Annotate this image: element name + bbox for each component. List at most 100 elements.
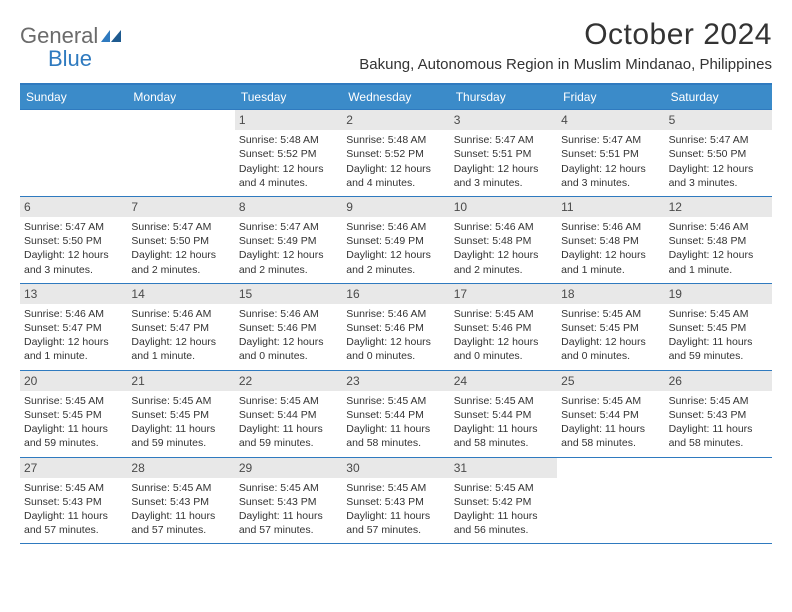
daylight-line: Daylight: 12 hours and 3 minutes. xyxy=(669,162,768,190)
day-cell: 8Sunrise: 5:47 AMSunset: 5:49 PMDaylight… xyxy=(235,197,342,283)
sunset-line: Sunset: 5:42 PM xyxy=(454,495,553,509)
day-of-week-header: Monday xyxy=(127,85,234,109)
sunrise-line: Sunrise: 5:45 AM xyxy=(24,481,123,495)
day-cell: 22Sunrise: 5:45 AMSunset: 5:44 PMDayligh… xyxy=(235,371,342,457)
sunset-line: Sunset: 5:45 PM xyxy=(131,408,230,422)
day-number: 23 xyxy=(342,371,449,391)
sunset-line: Sunset: 5:50 PM xyxy=(669,147,768,161)
day-cell xyxy=(127,110,234,196)
sunrise-line: Sunrise: 5:47 AM xyxy=(239,220,338,234)
daylight-line: Daylight: 11 hours and 59 minutes. xyxy=(669,335,768,363)
daylight-line: Daylight: 12 hours and 3 minutes. xyxy=(24,248,123,276)
day-cell: 27 Sunrise: 5:45 AMSunset: 5:43 PMDayligh… xyxy=(20,458,127,544)
day-cell: 6Sunrise: 5:47 AMSunset: 5:50 PMDaylight… xyxy=(20,197,127,283)
day-cell: 16Sunrise: 5:46 AMSunset: 5:46 PMDayligh… xyxy=(342,284,449,370)
day-of-week-header: Tuesday xyxy=(235,85,342,109)
sunset-line: Sunset: 5:49 PM xyxy=(239,234,338,248)
day-number: 27 xyxy=(20,458,127,478)
day-number: 31 xyxy=(450,458,557,478)
daylight-line: Daylight: 11 hours and 59 minutes. xyxy=(24,422,123,450)
sunrise-line: Sunrise: 5:45 AM xyxy=(669,394,768,408)
sunrise-line: Sunrise: 5:47 AM xyxy=(669,133,768,147)
day-number: 26 xyxy=(665,371,772,391)
sunset-line: Sunset: 5:43 PM xyxy=(24,495,123,509)
day-number: 8 xyxy=(235,197,342,217)
day-cell: 23Sunrise: 5:45 AMSunset: 5:44 PMDayligh… xyxy=(342,371,449,457)
daylight-line: Daylight: 11 hours and 58 minutes. xyxy=(454,422,553,450)
sunrise-line: Sunrise: 5:46 AM xyxy=(131,307,230,321)
sunset-line: Sunset: 5:49 PM xyxy=(346,234,445,248)
days-of-week-row: SundayMondayTuesdayWednesdayThursdayFrid… xyxy=(20,85,772,109)
daylight-line: Daylight: 11 hours and 58 minutes. xyxy=(346,422,445,450)
day-number: 9 xyxy=(342,197,449,217)
day-number: 20 xyxy=(20,371,127,391)
day-number: 24 xyxy=(450,371,557,391)
sunrise-line: Sunrise: 5:45 AM xyxy=(561,307,660,321)
sunset-line: Sunset: 5:43 PM xyxy=(346,495,445,509)
sunset-line: Sunset: 5:45 PM xyxy=(561,321,660,335)
daylight-line: Daylight: 11 hours and 57 minutes. xyxy=(346,509,445,537)
sunrise-line: Sunrise: 5:45 AM xyxy=(346,481,445,495)
sunrise-line: Sunrise: 5:46 AM xyxy=(561,220,660,234)
sunrise-line: Sunrise: 5:48 AM xyxy=(239,133,338,147)
day-cell: 1Sunrise: 5:48 AMSunset: 5:52 PMDaylight… xyxy=(235,110,342,196)
logo-word-1: General xyxy=(20,24,98,47)
day-cell: 31Sunrise: 5:45 AMSunset: 5:42 PMDayligh… xyxy=(450,458,557,544)
sunset-line: Sunset: 5:46 PM xyxy=(454,321,553,335)
day-cell: 25Sunrise: 5:45 AMSunset: 5:44 PMDayligh… xyxy=(557,371,664,457)
day-number: 7 xyxy=(127,197,234,217)
sunset-line: Sunset: 5:46 PM xyxy=(239,321,338,335)
daylight-line: Daylight: 12 hours and 0 minutes. xyxy=(239,335,338,363)
day-cell: 15Sunrise: 5:46 AMSunset: 5:46 PMDayligh… xyxy=(235,284,342,370)
sunrise-line: Sunrise: 5:45 AM xyxy=(454,394,553,408)
day-cell: 12Sunrise: 5:46 AMSunset: 5:48 PMDayligh… xyxy=(665,197,772,283)
sunset-line: Sunset: 5:48 PM xyxy=(669,234,768,248)
day-cell: 17Sunrise: 5:45 AMSunset: 5:46 PMDayligh… xyxy=(450,284,557,370)
day-number: 11 xyxy=(557,197,664,217)
day-cell: 19Sunrise: 5:45 AMSunset: 5:45 PMDayligh… xyxy=(665,284,772,370)
day-cell: 9Sunrise: 5:46 AMSunset: 5:49 PMDaylight… xyxy=(342,197,449,283)
sunset-line: Sunset: 5:44 PM xyxy=(239,408,338,422)
sunrise-line: Sunrise: 5:46 AM xyxy=(669,220,768,234)
day-number: 10 xyxy=(450,197,557,217)
header: GeneralBlue October 2024 Bakung, Autonom… xyxy=(20,18,772,73)
sunset-line: Sunset: 5:52 PM xyxy=(239,147,338,161)
sunset-line: Sunset: 5:45 PM xyxy=(24,408,123,422)
sunset-line: Sunset: 5:43 PM xyxy=(131,495,230,509)
logo-icon xyxy=(101,24,123,47)
day-of-week-header: Friday xyxy=(557,85,664,109)
sunrise-line: Sunrise: 5:45 AM xyxy=(669,307,768,321)
day-number: 14 xyxy=(127,284,234,304)
daylight-line: Daylight: 12 hours and 0 minutes. xyxy=(454,335,553,363)
day-cell: 10 Sunrise: 5:46 AMSunset: 5:48 PMDayligh… xyxy=(450,197,557,283)
daylight-line: Daylight: 12 hours and 2 minutes. xyxy=(454,248,553,276)
day-cell: 4Sunrise: 5:47 AMSunset: 5:51 PMDaylight… xyxy=(557,110,664,196)
day-number: 5 xyxy=(665,110,772,130)
sunset-line: Sunset: 5:45 PM xyxy=(669,321,768,335)
daylight-line: Daylight: 12 hours and 3 minutes. xyxy=(561,162,660,190)
daylight-line: Daylight: 12 hours and 4 minutes. xyxy=(346,162,445,190)
logo: GeneralBlue xyxy=(20,18,127,70)
daylight-line: Daylight: 12 hours and 1 minute. xyxy=(561,248,660,276)
daylight-line: Daylight: 12 hours and 0 minutes. xyxy=(346,335,445,363)
sunset-line: Sunset: 5:44 PM xyxy=(454,408,553,422)
day-cell: 28Sunrise: 5:45 AMSunset: 5:43 PMDayligh… xyxy=(127,458,234,544)
day-cell: 20Sunrise: 5:45 AMSunset: 5:45 PMDayligh… xyxy=(20,371,127,457)
daylight-line: Daylight: 11 hours and 57 minutes. xyxy=(24,509,123,537)
daylight-line: Daylight: 12 hours and 2 minutes. xyxy=(346,248,445,276)
sunset-line: Sunset: 5:48 PM xyxy=(454,234,553,248)
sunset-line: Sunset: 5:50 PM xyxy=(131,234,230,248)
title-block: October 2024 Bakung, Autonomous Region i… xyxy=(359,18,772,73)
daylight-line: Daylight: 12 hours and 3 minutes. xyxy=(454,162,553,190)
daylight-line: Daylight: 12 hours and 2 minutes. xyxy=(131,248,230,276)
daylight-line: Daylight: 12 hours and 4 minutes. xyxy=(239,162,338,190)
day-cell: 18Sunrise: 5:45 AMSunset: 5:45 PMDayligh… xyxy=(557,284,664,370)
day-number: 25 xyxy=(557,371,664,391)
day-cell: 13Sunrise: 5:46 AMSunset: 5:47 PMDayligh… xyxy=(20,284,127,370)
week-row: 6Sunrise: 5:47 AMSunset: 5:50 PMDaylight… xyxy=(20,196,772,283)
day-cell: 7Sunrise: 5:47 AMSunset: 5:50 PMDaylight… xyxy=(127,197,234,283)
sunrise-line: Sunrise: 5:46 AM xyxy=(239,307,338,321)
sunrise-line: Sunrise: 5:45 AM xyxy=(561,394,660,408)
day-number: 28 xyxy=(127,458,234,478)
sunrise-line: Sunrise: 5:46 AM xyxy=(454,220,553,234)
